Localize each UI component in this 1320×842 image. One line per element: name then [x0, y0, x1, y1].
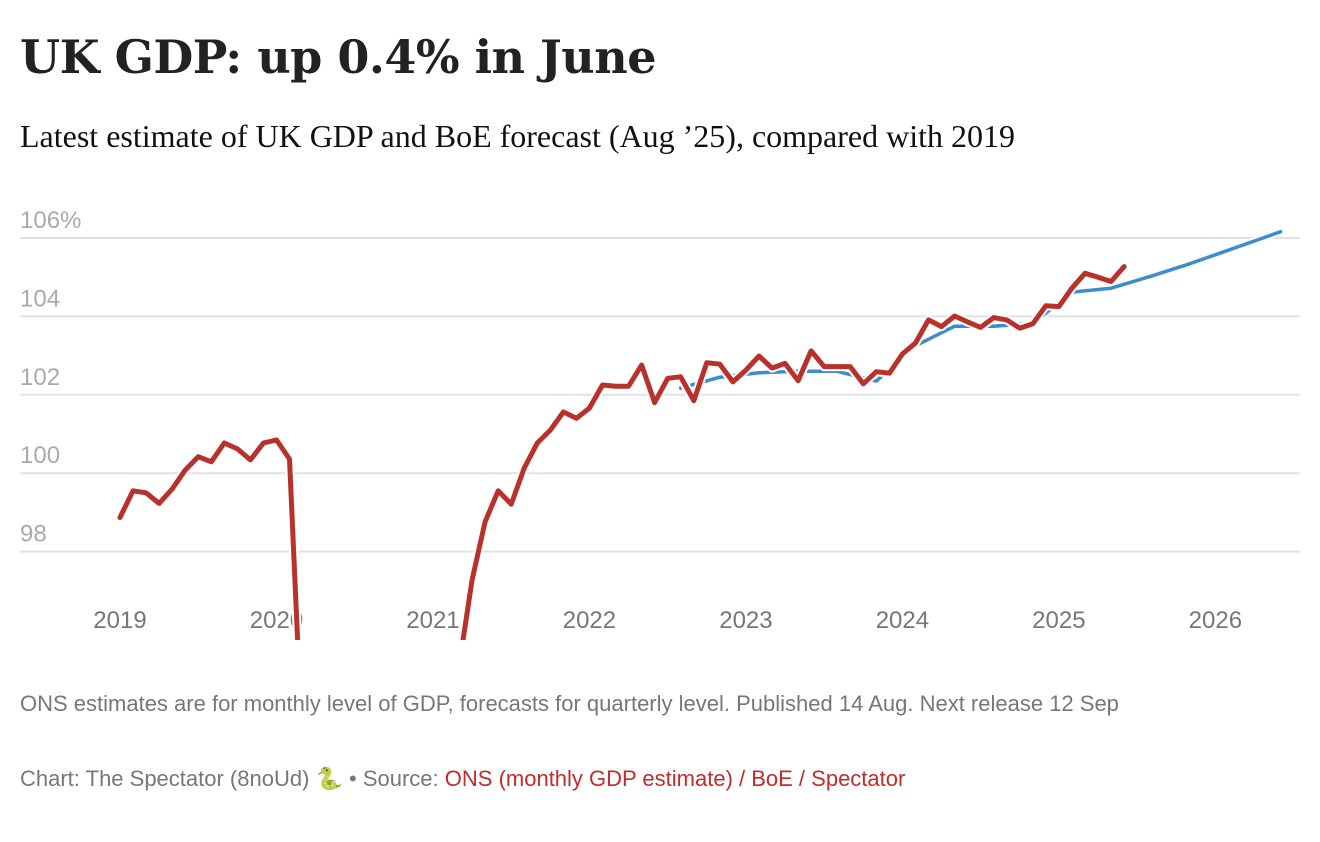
x-axis-ticks: 2019 2020 2021 2022 2023 2024 2025 2026: [93, 607, 1242, 634]
ons-gdp-line: [117, 264, 1127, 640]
chart-title: UK GDP: up 0.4% in June: [20, 30, 656, 84]
y-tick-label: 98: [20, 521, 47, 548]
x-tick-label: 2022: [563, 607, 616, 634]
y-tick-label: 106%: [20, 207, 81, 234]
x-tick-label: 2019: [93, 607, 146, 634]
x-tick-label: 2025: [1032, 607, 1085, 634]
chart-subtitle: Latest estimate of UK GDP and BoE foreca…: [20, 118, 1015, 154]
series-lines: [115, 228, 1283, 640]
y-tick-label: 102: [20, 364, 60, 391]
source-link[interactable]: ONS (monthly GDP estimate) / BoE / Spect…: [444, 766, 906, 791]
credit-text: Chart: The Spectator (8noUd) 🐍 • Source:: [20, 766, 445, 791]
x-tick-label: 2026: [1189, 607, 1242, 634]
chart-notes: ONS estimates are for monthly level of G…: [20, 691, 1119, 716]
y-axis-ticks: 98 100 102 104 106%: [20, 207, 81, 548]
chart-credit: Chart: The Spectator (8noUd) 🐍 • Source:…: [20, 766, 905, 792]
x-tick-label: 2023: [719, 607, 772, 634]
y-tick-label: 100: [20, 442, 60, 469]
x-tick-label: 2024: [876, 607, 929, 634]
y-tick-label: 104: [20, 285, 60, 312]
x-tick-label: 2021: [406, 607, 459, 634]
ons-line-halo: [115, 263, 1128, 640]
